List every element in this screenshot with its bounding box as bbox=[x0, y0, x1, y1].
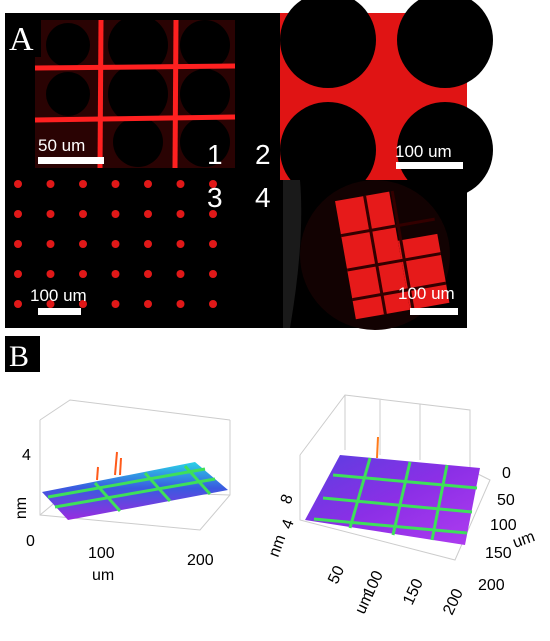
scale-label: 100 um bbox=[395, 142, 452, 161]
panel-label: A bbox=[9, 21, 34, 58]
panel-label-box bbox=[5, 13, 41, 57]
z-axis-label: nm bbox=[266, 533, 290, 560]
x-tick-label: 50 bbox=[325, 563, 348, 586]
scale-label: 50 um bbox=[38, 136, 85, 155]
micrograph-3 bbox=[5, 172, 220, 328]
micrograph-2 bbox=[280, 0, 493, 198]
quadrant-number: 3 bbox=[207, 182, 223, 213]
quadrant-number: 1 bbox=[207, 139, 223, 170]
x-tick-label: 100 bbox=[88, 545, 115, 562]
scale-bar bbox=[410, 308, 458, 315]
scale-label: 100 um bbox=[30, 286, 87, 305]
panel-b: B 4 nm 0 100 200 um bbox=[5, 336, 537, 618]
surface-plot-right: 0 50 100 150 200 um 50 100 150 200 um 8 … bbox=[266, 394, 538, 618]
panel-label: B bbox=[9, 340, 29, 373]
y-tick-label: 0 bbox=[502, 465, 511, 482]
micrograph-4 bbox=[283, 180, 450, 330]
scale-bar bbox=[38, 308, 81, 315]
x-tick-label: 200 bbox=[440, 586, 467, 617]
micrograph-1 bbox=[34, 15, 236, 169]
z-tick-label: 8 bbox=[278, 492, 297, 506]
z-tick-label: 4 bbox=[279, 517, 298, 531]
y-axis-label: um bbox=[511, 528, 538, 552]
y-tick-label: 50 bbox=[497, 492, 515, 509]
surface bbox=[42, 462, 228, 520]
scale-bar bbox=[396, 162, 463, 169]
x-tick-label: 150 bbox=[400, 576, 427, 607]
panel-label-box bbox=[5, 336, 40, 372]
scale-label: 100 um bbox=[398, 284, 455, 303]
x-tick-label: 200 bbox=[187, 552, 214, 569]
y-tick-label: 100 bbox=[490, 517, 517, 534]
surface-plot-left: 4 nm 0 100 200 um bbox=[13, 399, 231, 584]
x-axis-label: um bbox=[92, 567, 114, 584]
z-axis-label: nm bbox=[13, 497, 30, 519]
quadrant-number: 4 bbox=[255, 182, 271, 213]
z-tick-label: 4 bbox=[22, 447, 31, 464]
x-tick-label: 0 bbox=[26, 533, 35, 550]
panel-a: A 50 um 100 um 100 um 100 um 1 2 3 4 bbox=[5, 0, 493, 330]
y-tick-label: 200 bbox=[478, 577, 505, 594]
quadrant-number: 2 bbox=[255, 139, 271, 170]
scale-bar bbox=[38, 157, 104, 164]
y-tick-label: 150 bbox=[485, 545, 512, 562]
